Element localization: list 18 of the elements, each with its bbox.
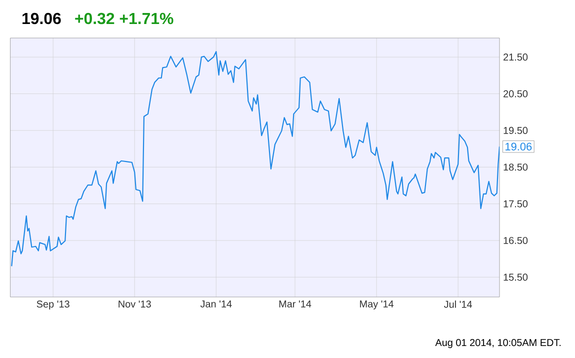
y-tick-label: 16.50: [504, 236, 528, 244]
x-tick-label: Sep '13: [36, 300, 70, 310]
y-tick-label: 19.50: [504, 126, 528, 134]
y-tick-label: 21.50: [504, 54, 528, 61]
x-tick-label: Jan '14: [200, 300, 232, 308]
y-tick-label: 20.50: [504, 90, 528, 98]
y-tick-label: 15.50: [504, 274, 528, 281]
chart-title: 19.06: [22, 12, 61, 24]
chart-subtitle: +0.32 +1.71%: [75, 12, 174, 24]
x-tick-label: Jul '14: [444, 300, 472, 308]
y-tick-label: 17.50: [504, 200, 528, 208]
x-tick-label: Nov '13: [118, 300, 151, 308]
y-tick-label: 18.50: [504, 164, 528, 171]
line-series: [11, 51, 500, 267]
text: Aug 01 2014, 10:05AM EDT.: [435, 339, 561, 348]
annotation: 19.06: [506, 142, 532, 150]
x-tick-label: Mar '14: [279, 300, 312, 308]
x-tick-label: May '14: [360, 300, 394, 310]
